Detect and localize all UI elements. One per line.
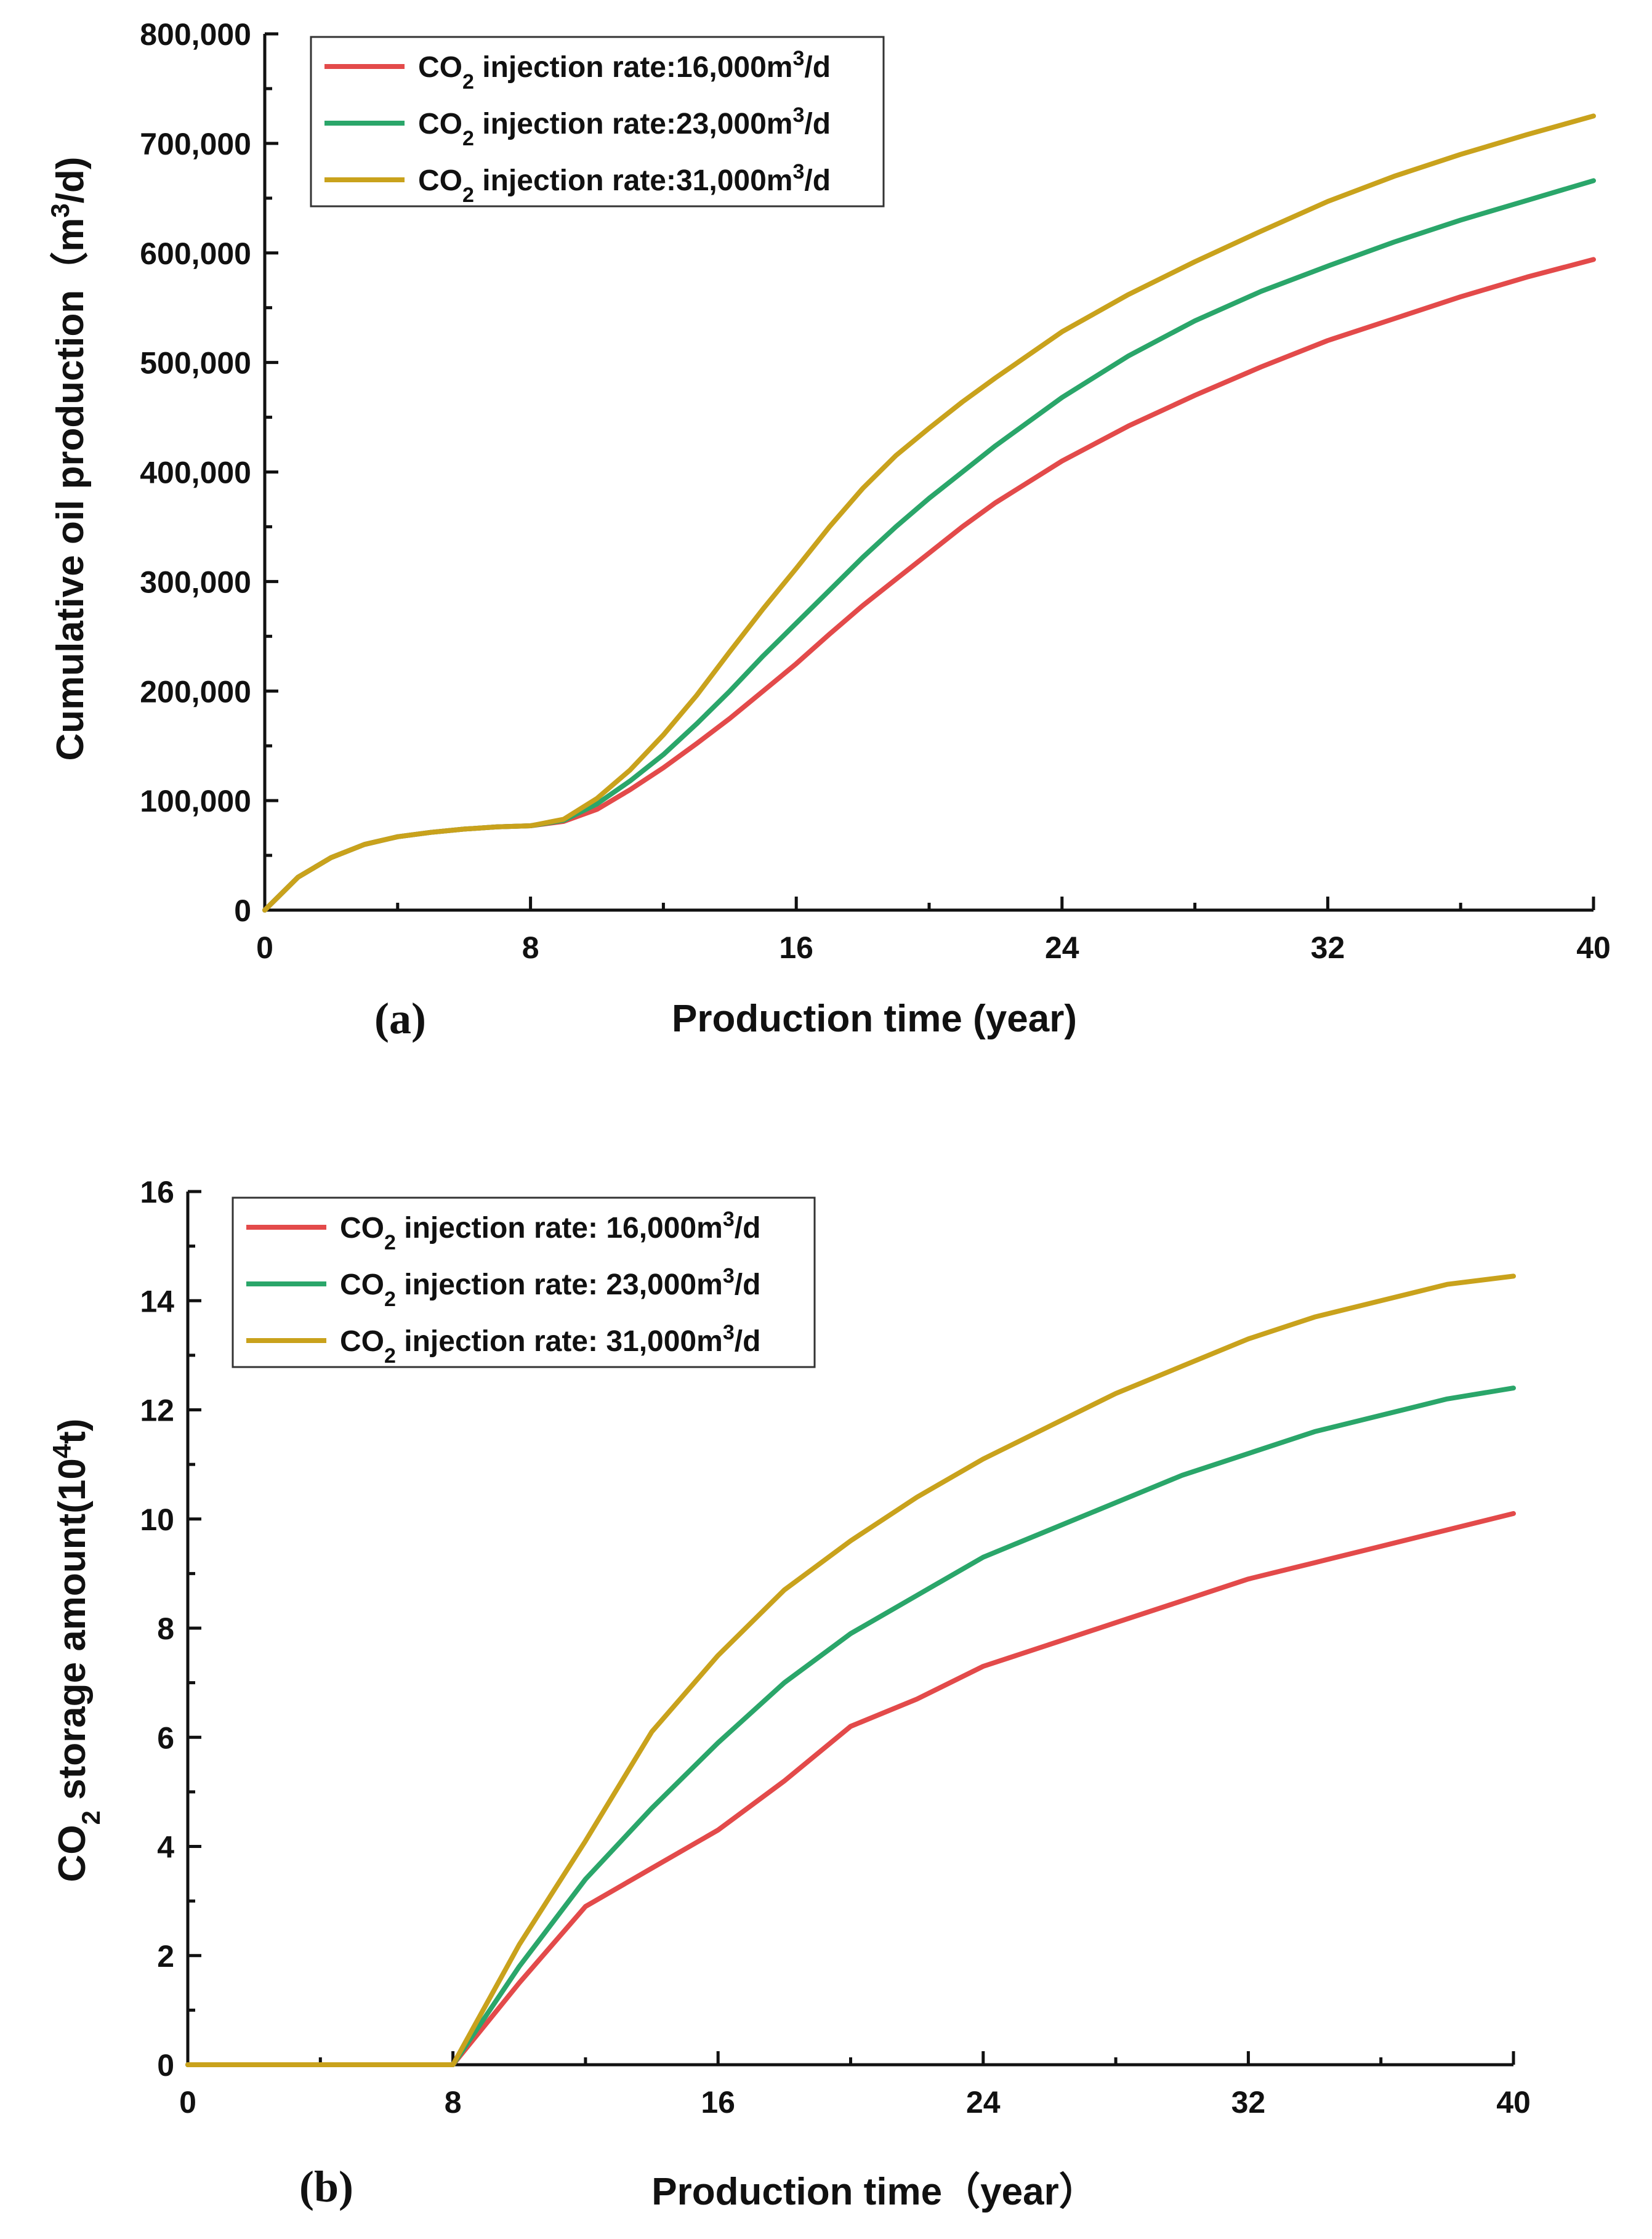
x-tick-label: 40: [1576, 930, 1611, 965]
y-tick-label: 8: [157, 1612, 174, 1646]
panel-b-y-axis-title-co: CO: [51, 1825, 94, 1882]
legend-label-sub: 2: [384, 1344, 396, 1368]
y-tick-label: 4: [157, 1830, 174, 1865]
panel-b-y-axis-title: CO2 storage amount(104t): [47, 1419, 105, 1882]
panel-a-y-axis-title-unit-tail: /d): [49, 157, 92, 204]
y-tick-label: 14: [140, 1284, 174, 1318]
legend-label-tail: /d: [804, 164, 831, 197]
legend-box: [232, 1196, 816, 1368]
panel-a-y-axis-title-main: Cumulative oil production: [49, 290, 92, 761]
x-tick-label: 32: [1231, 2085, 1266, 2120]
x-tick-label: 24: [1045, 930, 1079, 965]
legend-label-sub: 2: [462, 184, 474, 207]
legend-label-sub: 2: [384, 1231, 396, 1254]
panel-b-label: (b): [299, 2162, 353, 2211]
legend-label-co: CO: [418, 164, 462, 197]
legend-label-mid: injection rate: 23,000m: [396, 1269, 723, 1301]
y-tick-label: 700,000: [140, 127, 251, 161]
legend-label-co: CO: [340, 1269, 384, 1301]
legend-label-co: CO: [418, 108, 462, 140]
panel-b-x-axis-title: Production time（year）: [651, 2170, 1097, 2213]
panel-b-y-axis-title-sup: 4: [47, 1443, 76, 1458]
legend-label-tail: /d: [804, 108, 831, 140]
panel-a-y-axis-title: Cumulative oil production（m3/d): [46, 157, 92, 761]
legend-label-1: CO2 injection rate: 16,000m3/d: [340, 1208, 760, 1254]
legend-label-sup: 3: [792, 160, 804, 184]
y-tick-label: 600,000: [140, 236, 251, 271]
y-tick-label: 16: [140, 1175, 174, 1209]
x-tick-label: 32: [1311, 930, 1345, 965]
y-tick-label: 10: [140, 1503, 174, 1537]
legend-label-tail: /d: [735, 1325, 761, 1358]
y-tick-label: 100,000: [140, 784, 251, 818]
panel-a-y-axis-title-unit-sup: 3: [46, 203, 75, 217]
x-tick-label: 16: [779, 930, 813, 965]
legend-label-sub: 2: [384, 1288, 396, 1311]
panel-b-y-axis-title-tail: t): [51, 1419, 94, 1444]
x-tick-label: 8: [522, 930, 539, 965]
legend-label-co: CO: [418, 51, 462, 84]
legend-label-co: CO: [340, 1212, 384, 1245]
legend-box: [310, 36, 885, 208]
panel-b-y-axis-title-sub: 2: [76, 1810, 105, 1825]
panel-a-chart: 0 8 16 24 32 400100,000200,000300,000400,0005…: [46, 17, 1611, 1043]
legend-label-2: CO2 injection rate:23,000m3/d: [418, 103, 831, 150]
y-tick-label: 0: [234, 894, 251, 928]
legend-label-sup: 3: [723, 1321, 735, 1344]
x-tick-label: 40: [1496, 2085, 1531, 2120]
panel-a-label: (a): [374, 994, 426, 1043]
series-line-3: [185, 1273, 1516, 2067]
legend-label-mid: injection rate:23,000m: [474, 108, 793, 140]
y-tick-label: 0: [157, 2048, 174, 2083]
legend-label-tail: /d: [735, 1269, 761, 1301]
panel-b-y-axis-title-mid: storage amount(10: [51, 1458, 94, 1810]
legend-label-sup: 3: [792, 103, 804, 127]
x-tick-label: 16: [701, 2085, 735, 2120]
legend-label-2: CO2 injection rate: 23,000m3/d: [340, 1264, 760, 1311]
legend-label-sub: 2: [462, 70, 474, 94]
y-tick-label: 200,000: [140, 674, 251, 709]
x-tick-label: 24: [966, 2085, 1001, 2120]
legend-label-mid: injection rate:31,000m: [474, 164, 793, 197]
y-tick-label: 12: [140, 1394, 174, 1428]
y-tick-label: 800,000: [140, 17, 251, 52]
series-line-2: [262, 178, 1596, 913]
legend-label-mid: injection rate:16,000m: [474, 51, 793, 84]
legend-label-mid: injection rate: 16,000m: [396, 1212, 723, 1245]
legend-label-tail: /d: [735, 1212, 761, 1245]
y-tick-label: 500,000: [140, 346, 251, 381]
legend-label-3: CO2 injection rate: 31,000m3/d: [340, 1321, 760, 1368]
y-tick-label: 6: [157, 1721, 174, 1755]
legend-label-tail: /d: [804, 51, 831, 84]
panel-a-plot-area: 0 8 16 24 32 400100,000200,000300,000400,0005…: [140, 17, 1611, 965]
y-tick-label: 300,000: [140, 565, 251, 599]
legend-label-mid: injection rate: 31,000m: [396, 1325, 723, 1358]
series-line-3: [262, 113, 1596, 913]
panel-a-x-axis-title: Production time (year): [672, 998, 1077, 1040]
legend-label-1: CO2 injection rate:16,000m3/d: [418, 47, 831, 94]
x-tick-label: 0: [256, 930, 273, 965]
legend-label-sub: 2: [462, 127, 474, 150]
y-tick-label: 400,000: [140, 456, 251, 490]
legend-label-co: CO: [340, 1325, 384, 1358]
x-tick-label: 0: [179, 2085, 196, 2120]
legend-label-sup: 3: [723, 1264, 735, 1288]
series-line-1: [262, 257, 1596, 913]
legend-label-3: CO2 injection rate:31,000m3/d: [418, 160, 831, 207]
x-tick-label: 8: [445, 2085, 462, 2120]
series-line-2: [185, 1386, 1516, 2067]
legend-label-sup: 3: [792, 47, 804, 70]
legend-label-sup: 3: [723, 1208, 735, 1231]
panel-a-y-axis-title-unit: （m: [49, 218, 92, 290]
series-line-1: [185, 1511, 1516, 2067]
y-tick-label: 2: [157, 1939, 174, 1974]
